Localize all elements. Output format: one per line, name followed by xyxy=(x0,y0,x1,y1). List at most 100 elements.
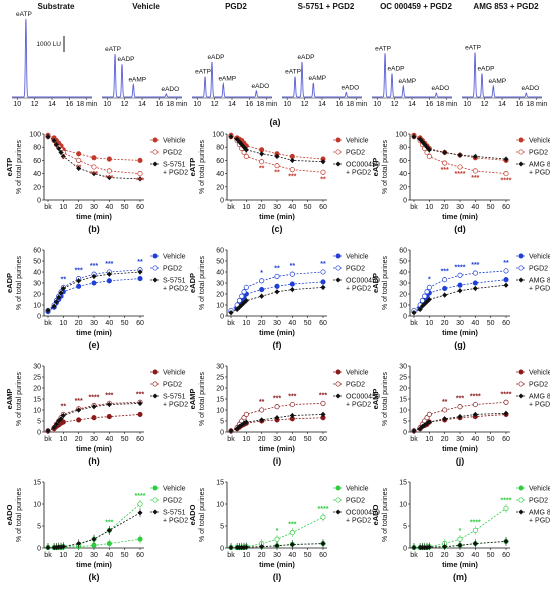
data-point xyxy=(243,147,249,153)
peak-label-eAMP: eAMP xyxy=(218,76,236,83)
significance-marker: **** xyxy=(470,519,481,526)
y-tick-label: 20 xyxy=(399,386,407,393)
chromatogram-tick-label: 14 xyxy=(228,101,236,108)
y-tick-label: 15 xyxy=(216,480,224,487)
significance-marker: *** xyxy=(90,263,98,270)
legend-label: PGD2 xyxy=(529,498,548,505)
y-tick-label: 10 xyxy=(399,303,407,310)
data-point xyxy=(274,536,280,542)
data-point xyxy=(91,404,97,410)
legend-label: PGD2 xyxy=(529,266,548,273)
x-tick-label: bk xyxy=(410,552,418,559)
y-axis-label: % of total purines xyxy=(199,371,206,426)
data-point xyxy=(51,303,57,309)
x-tick-label: bk xyxy=(44,204,52,211)
series-line-2 xyxy=(47,271,141,311)
significance-marker: *** xyxy=(136,391,144,398)
y-axis-label: % of total purines xyxy=(199,139,206,194)
legend-label: Vehicle xyxy=(163,370,186,377)
data-point xyxy=(137,171,143,177)
chromatogram-tick-label: 12 xyxy=(211,101,219,108)
panel-m: 0 5 10 15 bk 10 20 30 40 50 60 time (min) eADO% of t… xyxy=(371,480,550,583)
data-point xyxy=(411,428,417,434)
significance-marker: ** xyxy=(259,399,265,406)
legend-label: + PGD2 xyxy=(346,286,371,293)
legend-label: + PGD2 xyxy=(163,402,188,409)
x-tick-label: 40 xyxy=(471,552,479,559)
data-point xyxy=(442,416,448,422)
data-point xyxy=(53,141,60,148)
y-tick-label: 100 xyxy=(395,132,407,139)
x-tick-label: 40 xyxy=(471,320,479,327)
chromatogram-tick-label: 10 xyxy=(13,101,21,108)
x-axis-label: time (min) xyxy=(442,328,478,337)
data-point xyxy=(243,153,249,159)
data-point xyxy=(426,411,432,417)
chromatogram-trace xyxy=(12,18,92,98)
data-point xyxy=(106,541,112,547)
legend-marker xyxy=(152,149,158,155)
panel-c: 0 20 40 60 80 100 bk 10 20 30 40 50 60 time (min) eATP… xyxy=(188,132,380,235)
data-point xyxy=(472,270,478,276)
x-tick-label: 30 xyxy=(456,436,464,443)
data-point xyxy=(91,280,97,286)
chromatogram-tick-label: 18 min xyxy=(436,101,457,108)
y-tick-label: 30 xyxy=(216,364,224,371)
panel-label: (h) xyxy=(88,456,100,466)
data-point xyxy=(58,290,64,296)
legend-marker xyxy=(518,381,524,387)
legend-label: S-5751 xyxy=(163,278,186,285)
peak-label-eADP: eADP xyxy=(118,56,135,63)
peak-label-eADP: eADP xyxy=(388,66,405,73)
peak-label-eAMP: eAMP xyxy=(308,75,326,82)
legend-label: OC000459 xyxy=(346,510,380,517)
y-tick-label: 0 xyxy=(403,430,407,437)
y-tick-label: 30 xyxy=(33,364,41,371)
data-point xyxy=(60,153,66,160)
x-tick-label: 60 xyxy=(136,320,144,327)
x-tick-label: 30 xyxy=(90,320,98,327)
data-point xyxy=(472,153,478,160)
data-point xyxy=(274,163,280,169)
significance-marker: * xyxy=(260,270,263,277)
x-tick-label: 40 xyxy=(105,436,113,443)
data-point xyxy=(106,174,112,181)
data-point xyxy=(457,288,463,294)
data-point xyxy=(289,530,295,536)
legend-label: + PGD2 xyxy=(346,518,371,525)
y-tick-label: 100 xyxy=(212,132,224,139)
y-axis-label: % of total purines xyxy=(16,139,23,194)
y-axis-label: % of total purines xyxy=(382,255,389,310)
data-point xyxy=(426,147,432,153)
significance-marker: *** xyxy=(105,392,113,399)
y-tick-label: 50 xyxy=(216,259,224,266)
data-point xyxy=(243,419,249,425)
x-tick-label: 60 xyxy=(502,436,510,443)
legend-label: OC000459 xyxy=(346,162,380,169)
x-tick-label: 20 xyxy=(258,436,266,443)
y-axis-measure: eADO xyxy=(188,504,197,525)
y-axis-label: % of total purines xyxy=(382,487,389,542)
data-point xyxy=(503,156,509,162)
data-point xyxy=(91,164,97,170)
legend-marker xyxy=(518,509,524,515)
data-point xyxy=(259,544,265,550)
panel-label: (f) xyxy=(273,340,282,350)
significance-marker: *** xyxy=(471,175,479,182)
peak-label-eADO: eADO xyxy=(521,85,539,92)
data-point xyxy=(472,401,478,408)
significance-marker: *** xyxy=(288,174,296,181)
data-point xyxy=(53,299,60,305)
data-point xyxy=(243,411,249,417)
chromatogram-tick-label: 10 xyxy=(103,101,111,108)
legend-label: + PGD2 xyxy=(529,518,550,525)
panel-label: (d) xyxy=(454,224,466,234)
y-tick-label: 60 xyxy=(33,248,41,255)
peak-label-eATP: eATP xyxy=(195,69,211,76)
y-tick-label: 25 xyxy=(33,375,41,382)
data-point xyxy=(241,289,247,295)
y-tick-label: 10 xyxy=(216,502,224,509)
significance-marker: **** xyxy=(89,395,100,402)
data-point xyxy=(274,543,280,549)
data-point xyxy=(472,527,478,533)
